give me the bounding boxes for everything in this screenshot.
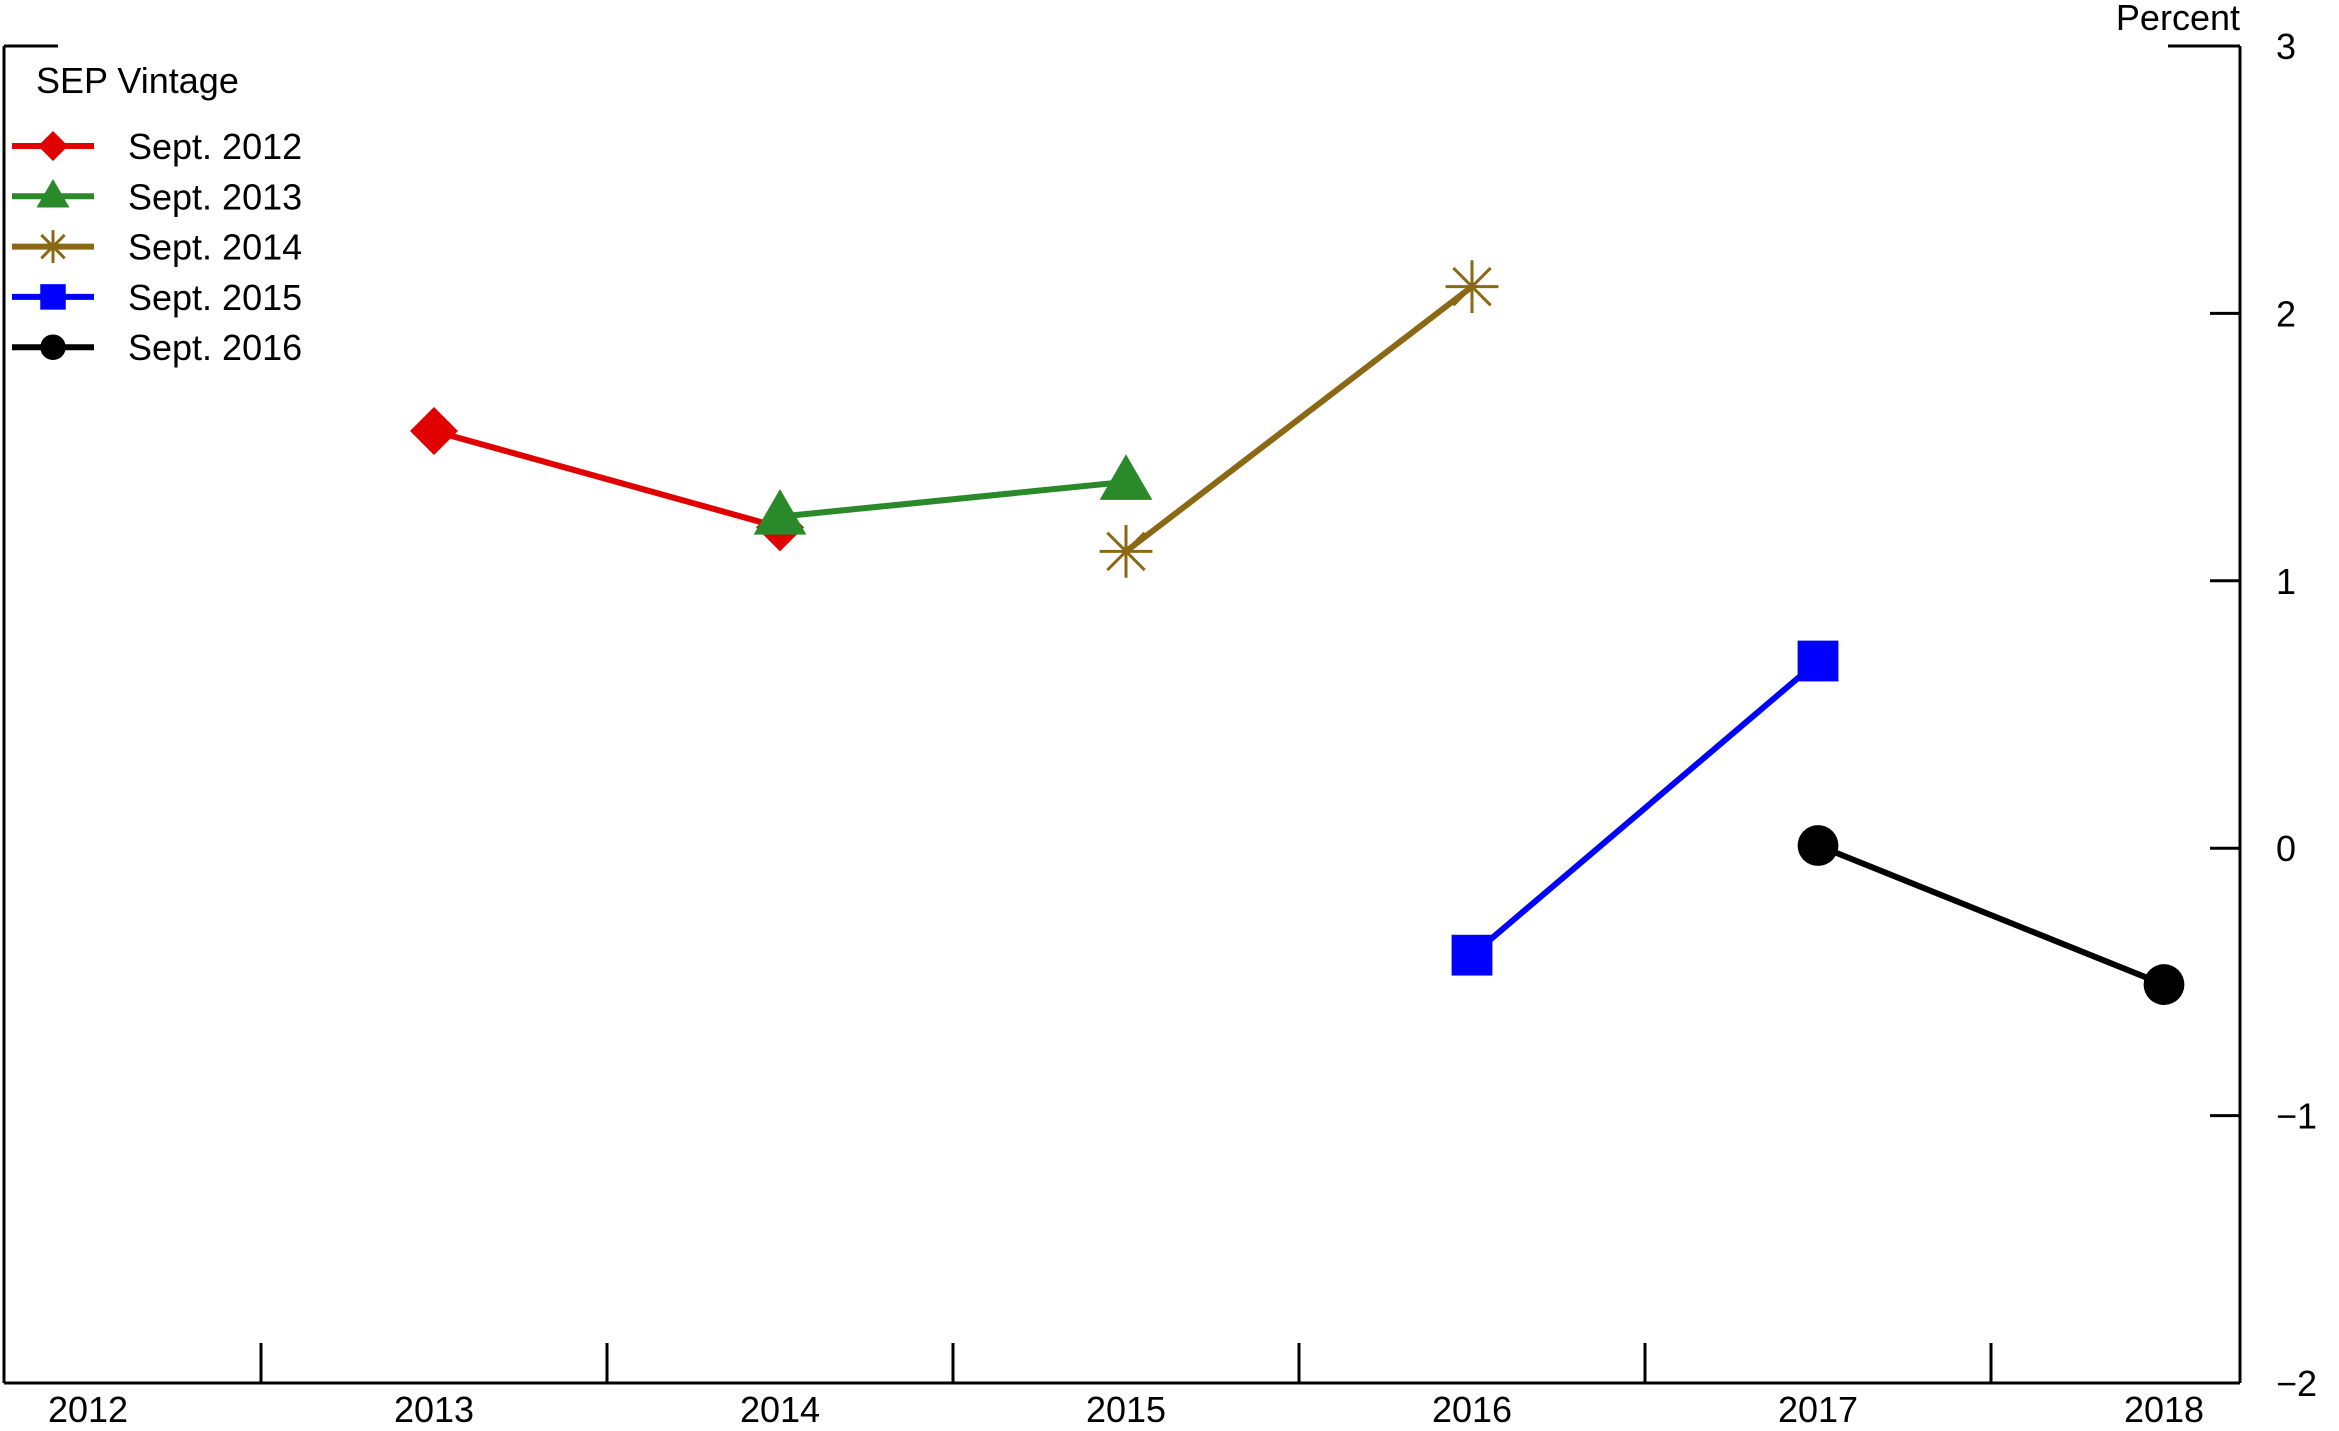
legend-item: Sept. 2015 — [12, 277, 302, 318]
series-line — [433, 428, 781, 531]
legend-label: Sept. 2016 — [128, 327, 302, 368]
axes: 3 2 1 0 −1 −2 2012 2013 2014 2015 2016 2017 2018 — [2, 26, 2317, 1430]
x-tick-label: 2018 — [2124, 1389, 2204, 1426]
circle-marker — [40, 334, 66, 360]
legend-title: SEP Vintage — [36, 60, 239, 101]
series-layer — [410, 260, 2185, 1005]
y-tick-label: 1 — [2276, 561, 2296, 602]
series-line — [1816, 842, 2166, 988]
series-line — [1124, 284, 1474, 554]
asterisk-stroke — [1452, 266, 1492, 307]
circle-marker — [2143, 964, 2185, 1005]
series-sept-2013 — [753, 454, 1153, 535]
series-sept-2012 — [410, 407, 804, 552]
series-sept-2014 — [1099, 260, 1499, 578]
triangle-marker — [36, 179, 70, 208]
asterisk-stroke — [1106, 531, 1146, 572]
legend: SEP Vintage Sept. 2012 Sept. 2013 Sept. 201… — [12, 60, 302, 368]
asterisk-marker — [36, 230, 70, 264]
triangle-marker — [753, 489, 807, 535]
x-tick-label: 2014 — [740, 1389, 820, 1426]
y-axis-unit-label: Percent — [2116, 0, 2240, 38]
y-tick-label: 3 — [2276, 26, 2296, 67]
series-line — [1470, 658, 1820, 958]
y-tick-label: −2 — [2276, 1363, 2317, 1404]
x-tick-label: 2017 — [1778, 1389, 1858, 1426]
asterisk-marker — [1099, 524, 1153, 578]
square-marker — [1797, 640, 1839, 682]
legend-label: Sept. 2013 — [128, 176, 302, 217]
series-sept-2015 — [1451, 640, 1839, 976]
legend-label: Sept. 2015 — [128, 277, 302, 318]
diamond-marker — [38, 131, 68, 161]
square-marker — [1451, 934, 1493, 976]
x-tick-label: 2016 — [1432, 1389, 1512, 1426]
y-tick-label: −1 — [2276, 1096, 2317, 1137]
square-marker — [40, 284, 66, 310]
triangle-marker — [1099, 454, 1153, 500]
x-tick-label: 2015 — [1086, 1389, 1166, 1426]
legend-item: Sept. 2013 — [12, 176, 302, 217]
diamond-marker — [410, 407, 458, 456]
legend-item: Sept. 2012 — [12, 126, 302, 167]
x-tick-label: 2013 — [394, 1389, 474, 1426]
legend-item: Sept. 2016 — [12, 327, 302, 368]
series-sept-2016 — [1797, 825, 2185, 1005]
y-tick-label: 0 — [2276, 828, 2296, 869]
circle-marker — [1797, 825, 1839, 866]
series-line — [779, 478, 1127, 520]
asterisk-marker — [1445, 260, 1499, 314]
legend-label: Sept. 2012 — [128, 126, 302, 167]
legend-label: Sept. 2014 — [128, 227, 302, 268]
x-tick-label: 2012 — [48, 1389, 128, 1426]
y-tick-label: 2 — [2276, 293, 2296, 334]
legend-item: Sept. 2014 — [12, 227, 302, 268]
asterisk-stroke — [40, 233, 66, 260]
